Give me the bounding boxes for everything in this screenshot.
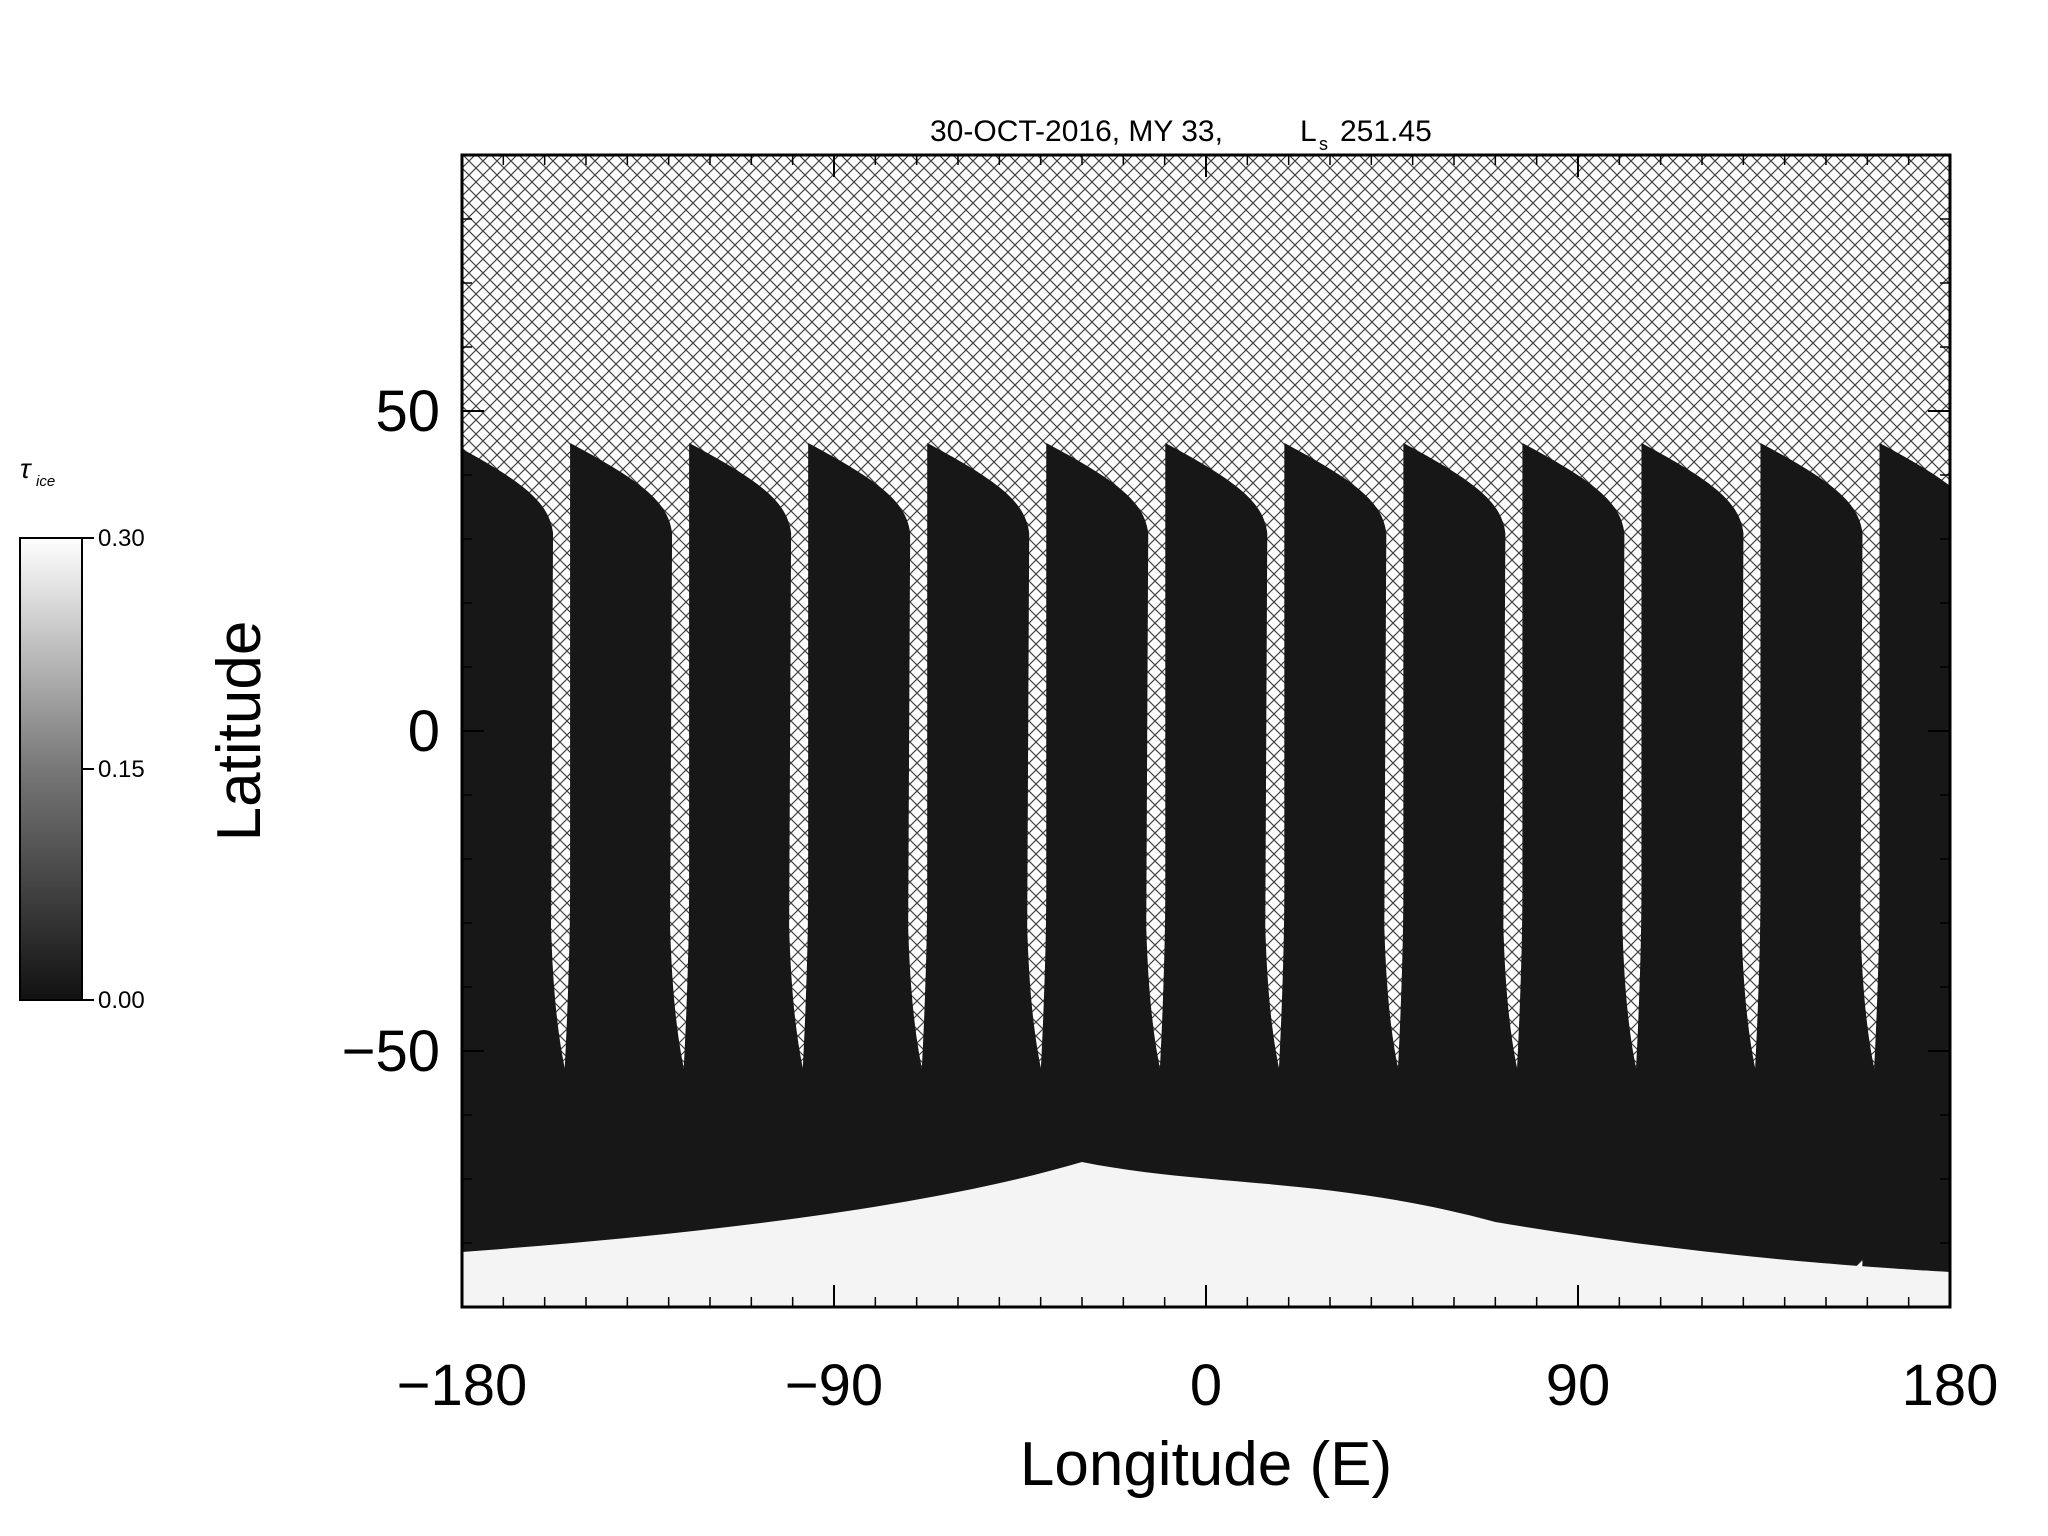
y-tick-label: −50 xyxy=(342,1019,440,1084)
x-tick-label: −180 xyxy=(397,1353,528,1418)
title-ls-subscript: s xyxy=(1319,134,1328,154)
plot-area xyxy=(460,153,1952,1309)
south-polar-cap-region xyxy=(462,1162,1950,1307)
colorbar-tick-label: 0.00 xyxy=(98,987,145,1014)
title-date: 30-OCT-2016, MY 33, xyxy=(930,115,1223,148)
data-layer xyxy=(462,443,1950,1307)
x-tick-label: −90 xyxy=(785,1353,883,1418)
colorbar: τ ice 0.30 0.15 0.00 xyxy=(19,453,145,1014)
x-axis: −180 −90 0 90 180 xyxy=(397,155,1999,1418)
title-ls-symbol: L xyxy=(1300,115,1317,148)
colorbar-title-symbol: τ xyxy=(20,453,32,484)
y-tick-label: 0 xyxy=(408,699,440,764)
colorbar-tick-label: 0.30 xyxy=(98,525,145,552)
x-axis-title: Longitude (E) xyxy=(1020,1430,1392,1499)
y-tick-label: 50 xyxy=(375,379,440,444)
y-axis: −50 0 50 xyxy=(342,379,1950,1084)
x-tick-label: 180 xyxy=(1902,1353,1999,1418)
data-swath xyxy=(1859,443,1950,1307)
title-ls-value: 251.45 xyxy=(1340,115,1432,148)
y-axis-title: Latitude xyxy=(205,621,274,842)
data-swath xyxy=(462,448,617,1307)
colorbar-tick-label: 0.15 xyxy=(98,756,145,783)
colorbar-title-subscript: ice xyxy=(36,473,55,490)
x-tick-label: 90 xyxy=(1546,1353,1611,1418)
x-tick-label: 0 xyxy=(1190,1353,1222,1418)
colorbar-ticks: 0.30 0.15 0.00 xyxy=(82,525,145,1014)
colorbar-gradient xyxy=(19,537,83,1001)
plot-title: 30-OCT-2016, MY 33, L s 251.45 xyxy=(930,115,1432,154)
